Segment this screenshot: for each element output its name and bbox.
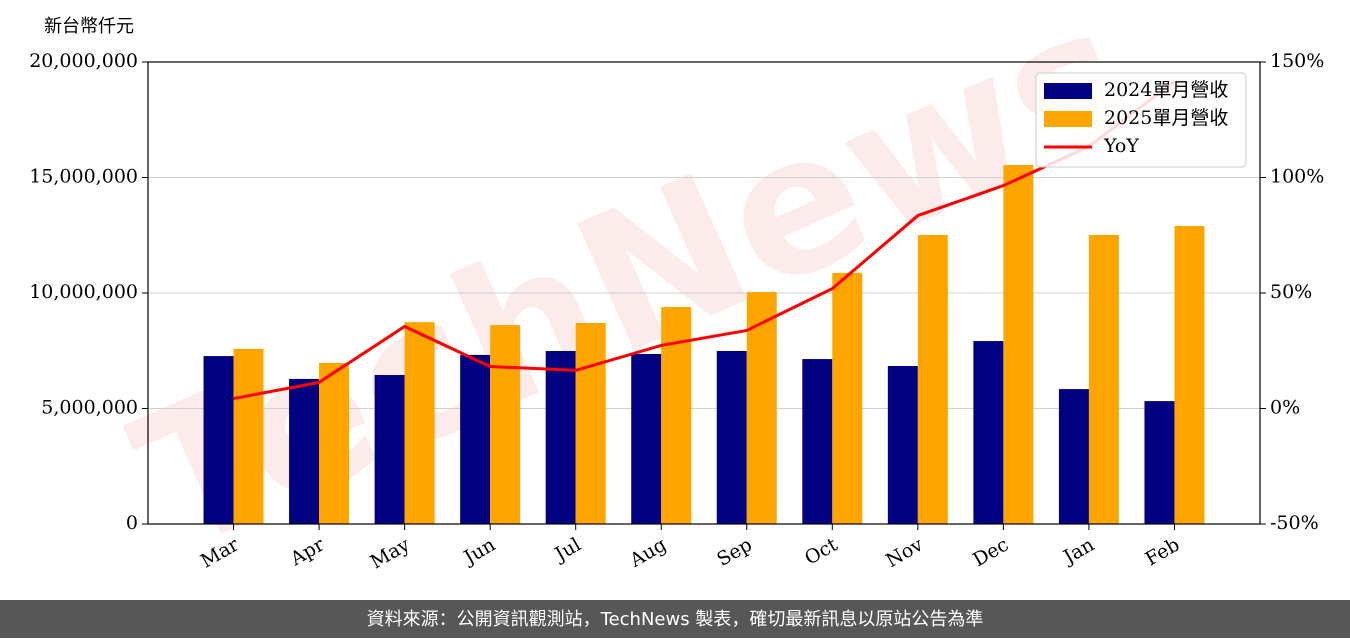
x-tick-label: Nov (882, 533, 927, 572)
legend-label: 2025單月營收 (1104, 107, 1228, 129)
bar (1003, 165, 1034, 524)
x-tick-label: Sep (713, 534, 756, 571)
y-tick-label: 20,000,000 (29, 50, 138, 72)
y-axis-label: 新台幣仟元 (44, 16, 134, 37)
y-tick-label: 5,000,000 (41, 397, 138, 419)
bar (1144, 401, 1175, 524)
y-tick-label: 15,000,000 (29, 166, 138, 188)
line (233, 80, 1176, 401)
bar (746, 292, 777, 524)
x-tick-label: Jul (549, 534, 584, 567)
bar (233, 348, 264, 524)
bar (917, 235, 948, 525)
bar (1174, 226, 1205, 524)
x-tick-label: Feb (1142, 534, 1184, 571)
footer-bar (0, 600, 1350, 638)
legend-swatch (1044, 83, 1092, 99)
y2-tick-label: 50% (1270, 281, 1312, 303)
bar (374, 375, 405, 524)
bar (575, 323, 606, 524)
bar (319, 362, 350, 524)
bar (887, 365, 918, 524)
y2-tick-label: 0% (1270, 397, 1300, 419)
y2-tick-label: 150% (1270, 50, 1324, 72)
bar (545, 350, 576, 524)
bar (404, 322, 435, 524)
bar (1088, 235, 1119, 525)
bar (203, 356, 234, 524)
bar (490, 325, 521, 524)
bar (460, 354, 491, 524)
x-tick-label: Aug (625, 534, 670, 573)
x-tick-label: Jun (459, 534, 500, 570)
y2-tick-label: -50% (1270, 512, 1319, 534)
legend-label: YoY (1103, 135, 1139, 157)
y-tick-label: 10,000,000 (29, 281, 138, 303)
bar (973, 341, 1004, 524)
x-tick-label: Oct (801, 533, 842, 569)
bar (832, 272, 863, 524)
x-tick-label: May (367, 533, 414, 573)
y-tick-label: 0 (126, 512, 138, 534)
bar (631, 353, 662, 524)
source-note: 資料來源：公開資訊觀測站，TechNews 製表，確切最新訊息以原站公告為準 (367, 609, 984, 630)
x-tick-label: Dec (969, 534, 1012, 572)
plot-frame (147, 61, 1261, 525)
bar (716, 350, 747, 524)
legend-label: 2024單月營收 (1104, 79, 1228, 101)
legend-swatch (1044, 111, 1092, 127)
x-tick-label: Jan (1058, 534, 1098, 570)
bar (1058, 389, 1089, 524)
bar (802, 359, 833, 524)
y2-tick-label: 100% (1270, 166, 1324, 188)
bar (289, 378, 320, 524)
